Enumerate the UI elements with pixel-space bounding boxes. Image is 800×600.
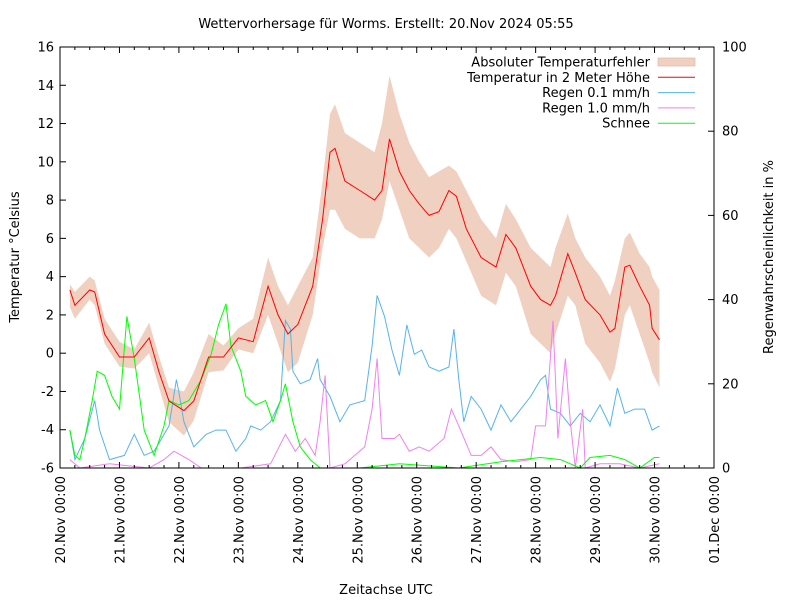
- y-tick-label: 4: [46, 270, 54, 285]
- legend-swatch-band: [657, 57, 696, 67]
- x-tick-label: 30.Nov 00:00: [649, 476, 664, 564]
- series-line-regen-1-0-mm-h: [69, 320, 660, 469]
- y-tick-label: 10: [37, 155, 54, 170]
- legend-label: Schnee: [602, 117, 650, 132]
- temperature-error-band: [69, 75, 660, 436]
- plot-area: [69, 75, 660, 469]
- x-axis-label: Zeitachse UTC: [339, 583, 433, 598]
- temperature-line: [69, 138, 660, 412]
- x-tick-label: 25.Nov 00:00: [351, 476, 366, 564]
- y-tick-label: -6: [41, 462, 54, 477]
- y2-tick-label: 80: [722, 125, 739, 140]
- y2-tick-label: 100: [722, 41, 747, 56]
- y-tick-label: 14: [37, 79, 54, 94]
- y-tick-label: -2: [41, 385, 54, 400]
- x-tick-label: 29.Nov 00:00: [589, 476, 604, 564]
- y2-tick-label: 0: [722, 462, 730, 477]
- legend-label: Absoluter Temperaturfehler: [471, 56, 650, 71]
- y2-tick-label: 40: [722, 293, 739, 308]
- x-tick-label: 26.Nov 00:00: [411, 476, 426, 564]
- series-line-schnee: [69, 303, 660, 469]
- x-tick-label: 20.Nov 00:00: [54, 476, 69, 564]
- x-tick-label: 22.Nov 00:00: [173, 476, 188, 564]
- y-tick-label: 12: [37, 117, 54, 132]
- y-tick-label: 8: [46, 194, 54, 209]
- y-tick-label: -4: [41, 423, 54, 438]
- series-line-regen-0-1-mm-h: [69, 295, 660, 462]
- x-tick-label: 21.Nov 00:00: [113, 476, 128, 564]
- y-tick-label: 16: [37, 41, 54, 56]
- x-tick-label: 24.Nov 00:00: [292, 476, 307, 564]
- legend-label: Temperatur in 2 Meter Höhe: [466, 71, 650, 86]
- legend-label: Regen 1.0 mm/h: [542, 101, 650, 116]
- y-tick-label: 6: [46, 232, 54, 247]
- legend-label: Regen 0.1 mm/h: [542, 86, 650, 101]
- axes: -6 -4 -2 0 2 4 6 8 10 12 14 16 0 20 40 60 80 100 20.Nov 00…: [37, 41, 746, 564]
- chart-title: Wettervorhersage für Worms. Erstellt: 20…: [198, 17, 573, 32]
- x-tick-label: 01.Dec 00:00: [708, 476, 723, 563]
- y2-tick-label: 20: [722, 377, 739, 392]
- y-tick-label: 2: [46, 308, 54, 323]
- y2-tick-label: 60: [722, 209, 739, 224]
- y-axis-label: Temperatur °Celsius: [8, 191, 23, 324]
- y2-axis-label: Regenwahrscheinlichkeit in %: [762, 160, 777, 354]
- x-tick-label: 28.Nov 00:00: [530, 476, 545, 564]
- x-tick-label: 23.Nov 00:00: [232, 476, 247, 564]
- y-tick-label: 0: [46, 347, 54, 362]
- x-tick-label: 27.Nov 00:00: [470, 476, 485, 564]
